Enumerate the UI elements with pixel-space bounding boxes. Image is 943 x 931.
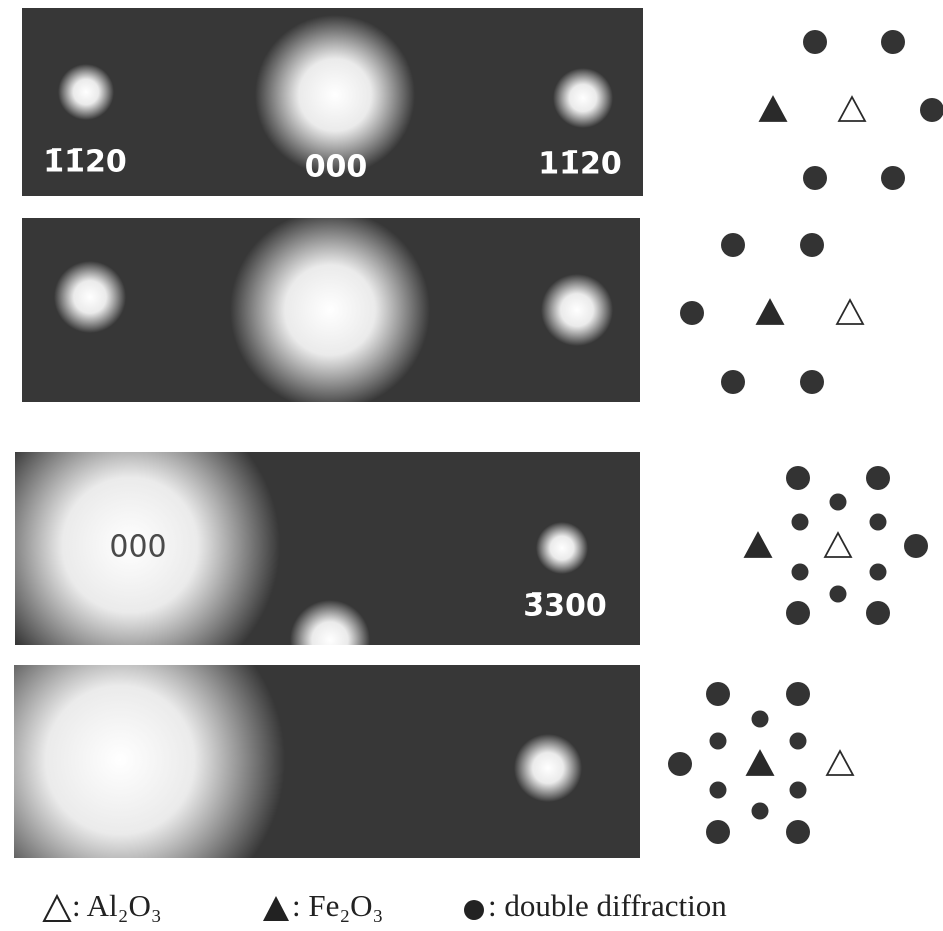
double-diffraction-spot [706, 820, 730, 844]
double-diffraction-spot [786, 601, 810, 625]
fe2o3-triangle [745, 533, 771, 557]
figure: 1̄1̄20 000 11̄20 000 3̄300 : Al₂O₃ : Fe₂… [0, 0, 943, 931]
al2o3-triangle [837, 300, 863, 324]
double-diffraction-spot [870, 564, 887, 581]
spot-label: 11̄20 [538, 147, 622, 182]
double-diffraction-spot [830, 494, 847, 511]
diffraction-spot [230, 210, 430, 410]
double-diffraction-spot [920, 98, 943, 122]
diagrams [668, 30, 943, 844]
double-diffraction-spot [668, 752, 692, 776]
diffraction-panel [0, 395, 640, 695]
double-diffraction-spot [786, 466, 810, 490]
double-diffraction-spot [803, 30, 827, 54]
spot-label: 3̄300 [523, 589, 607, 624]
double-diffraction-spot [706, 682, 730, 706]
double-diffraction-spot [790, 782, 807, 799]
fe2o3-triangle [757, 300, 783, 324]
double-diffraction-spot [830, 586, 847, 603]
double-diffraction-spot [786, 820, 810, 844]
double-diffraction-spot [721, 233, 745, 257]
double-diffraction-spot [800, 233, 824, 257]
al2o3-triangle [839, 97, 865, 121]
double-diffraction-spot [866, 466, 890, 490]
double-diffraction-spot [680, 301, 704, 325]
double-diffraction-spot [800, 370, 824, 394]
diffraction-panel [22, 210, 640, 410]
double-diffraction-spot [803, 166, 827, 190]
diffraction-spot [514, 734, 582, 802]
legend-label: : Al₂O₃ [72, 888, 162, 923]
diffraction-spot [58, 64, 114, 120]
double-diffraction-spot [881, 166, 905, 190]
double-diffraction-spot [904, 534, 928, 558]
al2o3-triangle [827, 751, 853, 775]
double-diffraction-spot [752, 803, 769, 820]
double-diffraction-spot [752, 711, 769, 728]
double-diffraction-spot [710, 782, 727, 799]
double-diffraction-spot [710, 733, 727, 750]
legend-open-triangle [44, 896, 70, 921]
legend-circle [464, 900, 484, 920]
diffraction-spot [54, 261, 126, 333]
double-diffraction-spot [866, 601, 890, 625]
spot-label: 1̄1̄20 [43, 145, 127, 180]
fe2o3-triangle [760, 97, 786, 121]
legend-label: : Fe₂O₃ [292, 888, 383, 923]
double-diffraction-spot [790, 733, 807, 750]
double-diffraction-spot [721, 370, 745, 394]
double-diffraction-spot [792, 514, 809, 531]
spot-label: 000 [109, 530, 166, 565]
diffraction-spot [541, 274, 613, 346]
legend-label: : double diffraction [488, 888, 727, 923]
fe2o3-triangle [747, 751, 773, 775]
double-diffraction-spot [881, 30, 905, 54]
spot-label: 000 [305, 150, 368, 185]
double-diffraction-spot [870, 514, 887, 531]
diffraction-spot [553, 68, 613, 128]
al2o3-triangle [825, 533, 851, 557]
legend-filled-triangle [263, 896, 289, 921]
diffraction-spot [536, 522, 588, 574]
double-diffraction-spot [786, 682, 810, 706]
double-diffraction-spot [792, 564, 809, 581]
